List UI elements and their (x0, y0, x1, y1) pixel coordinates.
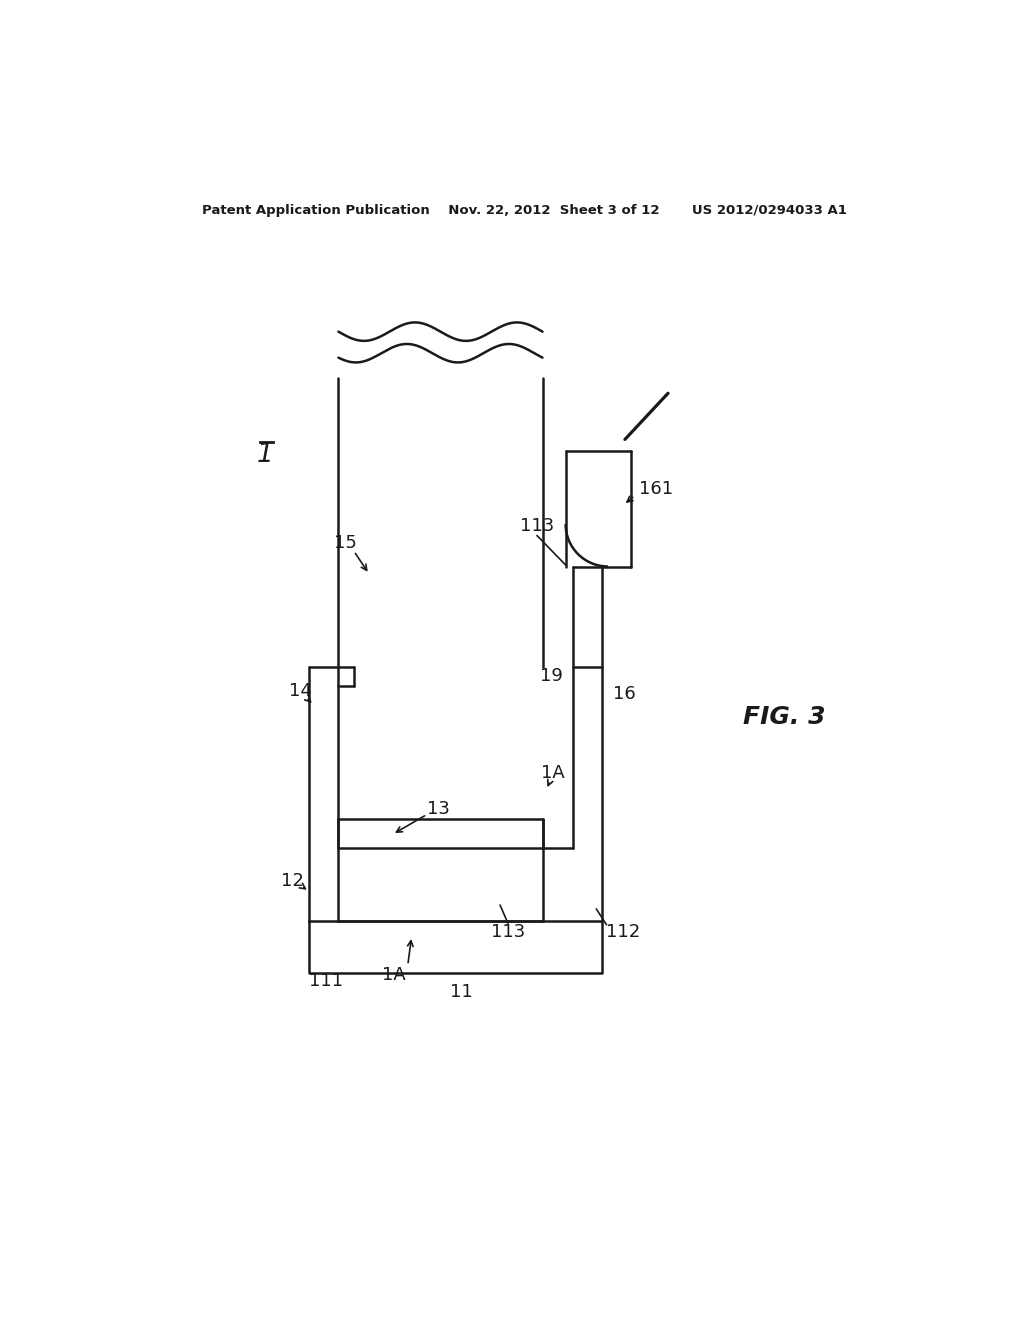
Text: 13: 13 (427, 800, 450, 818)
Text: 16: 16 (612, 685, 635, 702)
Text: FIG. 3: FIG. 3 (742, 705, 825, 729)
Text: 11: 11 (451, 982, 473, 1001)
Text: 1A: 1A (542, 764, 565, 781)
Text: 111: 111 (309, 972, 343, 990)
Text: 1: 1 (257, 442, 273, 467)
Text: 14: 14 (289, 682, 311, 700)
Text: 12: 12 (281, 871, 304, 890)
Text: 161: 161 (639, 480, 673, 499)
Text: 15: 15 (334, 535, 356, 552)
Text: 113: 113 (490, 923, 525, 941)
Text: Patent Application Publication    Nov. 22, 2012  Sheet 3 of 12       US 2012/029: Patent Application Publication Nov. 22, … (203, 205, 847, 218)
Text: 19: 19 (540, 667, 562, 685)
Text: 112: 112 (606, 923, 641, 941)
Text: 1A: 1A (382, 966, 406, 983)
Text: 113: 113 (520, 517, 554, 536)
